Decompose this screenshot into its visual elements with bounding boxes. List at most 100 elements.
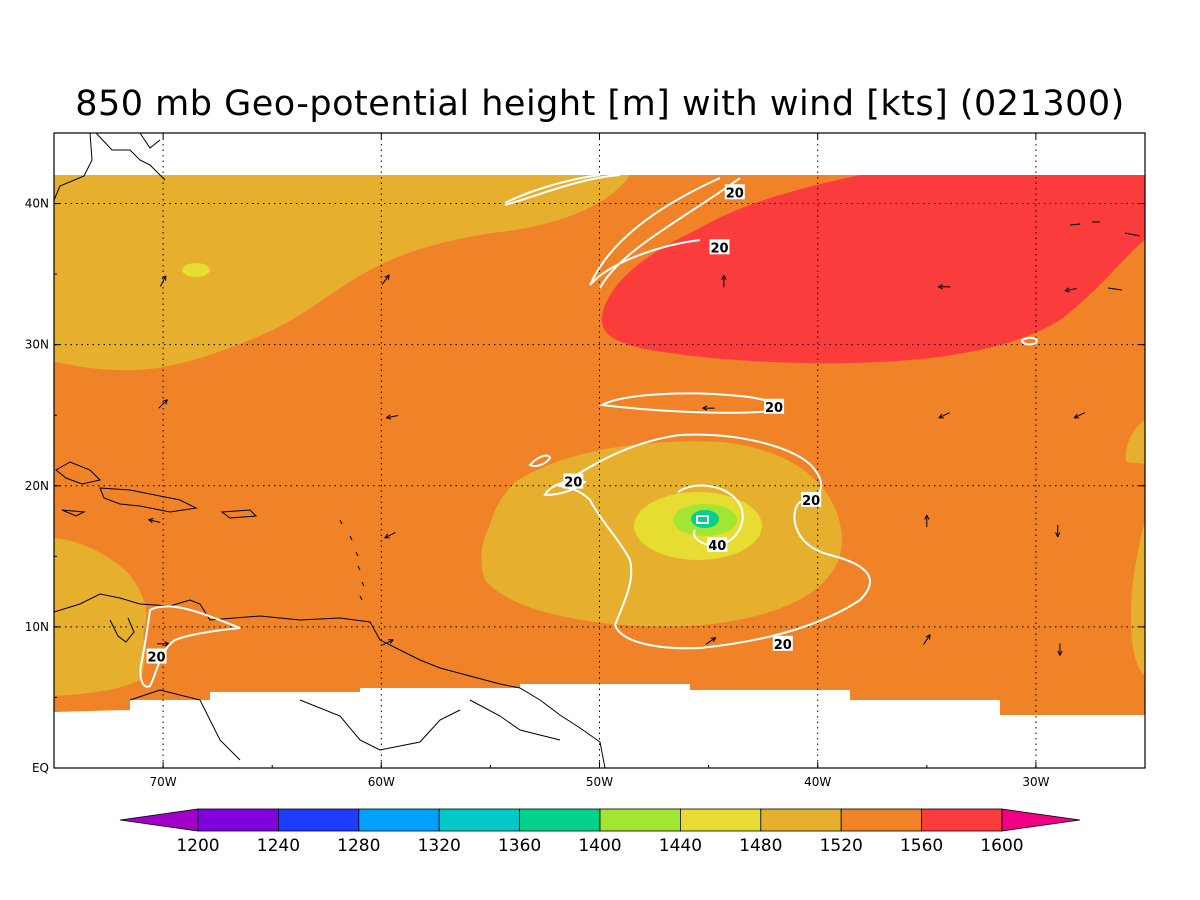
north-america-coast (54, 133, 166, 201)
wind-vector (158, 399, 168, 409)
contour-label-text: 20 (802, 494, 820, 509)
cuba-coast (55, 461, 101, 485)
venezuela-interior (129, 689, 561, 761)
colorbar-box (519, 808, 601, 832)
axis-ticks: 70W 60W 50W 40W 30W EQ 10N 20N 30N 40N (25, 132, 1146, 789)
wind-vector (721, 274, 727, 288)
isotach-20-north-west (504, 174, 601, 204)
lon-tick-label: 70W (150, 775, 177, 789)
contour-label: 20 (764, 398, 785, 416)
contour-label: 20 (724, 184, 745, 201)
colorbar-label: 1200 (176, 836, 219, 856)
contour-label-text: 20 (765, 401, 783, 416)
lon-tick-label: 40W (804, 775, 831, 789)
lon-tick-label: 50W (586, 775, 613, 789)
colorbar-box (438, 808, 521, 832)
lat-tick-label: EQ (32, 761, 49, 775)
lat-tick-label: 30N (25, 338, 49, 352)
contour-label: 20 (563, 473, 584, 491)
wind-vector (148, 518, 161, 524)
wind-vector (384, 532, 396, 539)
colorbar-label: 1280 (337, 836, 380, 856)
band-1360-1400-center (691, 510, 719, 528)
colorbar-label: 1520 (820, 836, 863, 856)
contour-label: 20 (772, 635, 793, 653)
isotach-20-north (504, 174, 741, 289)
isotach-40-ring (677, 484, 744, 547)
map-panel: 20 20 20 20 20 40 20 20 70W 60W 50W 40W 30W EQ 10N 20N… (25, 132, 1146, 789)
contour-label-text: 20 (564, 476, 582, 491)
contour-label-text: 20 (774, 638, 792, 653)
jamaica-coast (61, 509, 86, 517)
lat-tick-label: 10N (25, 620, 49, 634)
gridlines (54, 133, 1145, 768)
colorbar: 1200 1240 1280 1320 1360 1400 1440 1480 1520 1560… (119, 808, 1081, 856)
contour-labels: 20 20 20 20 20 40 20 20 (146, 184, 822, 666)
colorbar-box (358, 808, 440, 832)
wind-vector (1057, 643, 1063, 656)
band-1480-1520-east (1125, 420, 1145, 464)
lat-tick-label: 20N (25, 479, 49, 493)
puerto-rico-coast (220, 509, 258, 519)
colorbar-label: 1400 (578, 836, 621, 856)
isotach-20-outer (557, 433, 871, 650)
isotach-20-west (543, 479, 588, 497)
lat-tick-label: 40N (25, 197, 49, 211)
colorbar-label: 1240 (257, 836, 300, 856)
isotach-20-northeast-small (1020, 336, 1038, 346)
plot-title: 850 mb Geo-potential height [m] with win… (75, 84, 1125, 124)
contour-label-text: 20 (710, 241, 728, 256)
wind-vector (938, 412, 950, 419)
colorbar-box (840, 808, 923, 832)
wind-vector (1073, 412, 1086, 419)
colorbar-box (760, 808, 842, 832)
south-america-coast (54, 593, 606, 768)
wind-vectors (148, 274, 1086, 656)
coastlines (54, 133, 1141, 768)
colorbar-box (277, 808, 360, 832)
band-1480-1520-north (54, 175, 630, 371)
colorbar-box (197, 808, 279, 832)
colorbar-high-extension (1001, 808, 1081, 832)
wind-vector (938, 284, 951, 290)
wind-vector (381, 274, 390, 285)
wind-vector (1055, 524, 1061, 538)
hispaniola-coast (99, 487, 198, 513)
colorbar-low-extension (119, 808, 199, 832)
colorbar-label: 1480 (739, 836, 782, 856)
lon-tick-label: 60W (368, 775, 395, 789)
wind-vector (705, 637, 717, 645)
contour-label-text: 20 (148, 651, 166, 666)
lon-tick-label: 30W (1022, 775, 1049, 789)
contour-label-text: 20 (726, 186, 744, 201)
contour-label: 20 (801, 491, 822, 509)
contour-label: 40 (707, 537, 728, 554)
contour-label: 20 (146, 648, 167, 666)
colorbar-box (921, 808, 1003, 832)
isotach-20-small (528, 454, 552, 468)
band-1480-1520-east-lower (1130, 520, 1145, 676)
wind-vector (382, 639, 394, 646)
colorbar-box (680, 808, 762, 832)
colorbar-label: 1360 (498, 836, 541, 856)
east-atlantic-islands (1069, 221, 1141, 291)
wind-vector (386, 414, 399, 420)
colorbar-label: 1560 (900, 836, 943, 856)
wind-vector (924, 514, 930, 528)
band-1480-1520-southwest (54, 538, 147, 696)
wind-vector (702, 405, 715, 411)
wind-vector (923, 634, 931, 645)
wind-vector (159, 275, 167, 287)
isotach-eye (696, 515, 709, 524)
contour-label-text: 40 (708, 539, 726, 554)
lesser-antilles (339, 519, 365, 601)
colorbar-label: 1440 (659, 836, 702, 856)
colorbar-label: 1600 (980, 836, 1023, 856)
colorbar-box (599, 808, 681, 832)
contour-label: 20 (709, 239, 730, 256)
wind-vector (157, 641, 170, 647)
wind-vector (1064, 287, 1077, 293)
band-1560-1600 (601, 175, 1145, 364)
band-1440-1480-blob (182, 263, 210, 277)
